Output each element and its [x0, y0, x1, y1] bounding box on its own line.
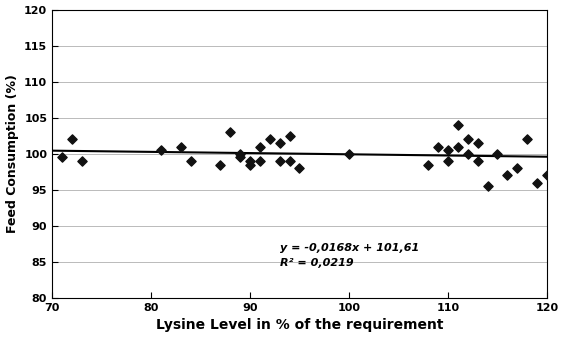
- Point: [58, 155, 67, 160]
- Point: [463, 151, 472, 156]
- Point: [255, 144, 265, 149]
- Point: [523, 137, 532, 142]
- Point: [236, 155, 245, 160]
- Point: [453, 122, 462, 128]
- Point: [483, 184, 492, 189]
- Point: [176, 144, 185, 149]
- Point: [236, 151, 245, 156]
- Point: [216, 162, 225, 167]
- Point: [275, 140, 284, 146]
- Point: [424, 162, 433, 167]
- Point: [226, 129, 235, 135]
- Y-axis label: Feed Consumption (%): Feed Consumption (%): [6, 74, 19, 233]
- Text: R² = 0,0219: R² = 0,0219: [280, 258, 353, 268]
- Text: y = -0,0168x + 101,61: y = -0,0168x + 101,61: [280, 243, 419, 253]
- Point: [245, 158, 254, 164]
- Point: [443, 158, 452, 164]
- Point: [513, 166, 522, 171]
- Point: [473, 158, 482, 164]
- Point: [493, 151, 502, 156]
- Point: [285, 133, 294, 139]
- Point: [543, 173, 552, 178]
- Point: [285, 158, 294, 164]
- Point: [434, 144, 443, 149]
- Point: [453, 144, 462, 149]
- Point: [532, 180, 541, 185]
- Point: [295, 166, 304, 171]
- Point: [265, 137, 274, 142]
- Point: [186, 158, 195, 164]
- Point: [345, 151, 354, 156]
- Point: [67, 137, 76, 142]
- Point: [77, 158, 86, 164]
- Point: [245, 162, 254, 167]
- Point: [463, 137, 472, 142]
- Point: [275, 158, 284, 164]
- Point: [156, 147, 165, 153]
- Point: [255, 158, 265, 164]
- X-axis label: Lysine Level in % of the requirement: Lysine Level in % of the requirement: [156, 318, 443, 333]
- Point: [473, 140, 482, 146]
- Point: [443, 147, 452, 153]
- Point: [503, 173, 512, 178]
